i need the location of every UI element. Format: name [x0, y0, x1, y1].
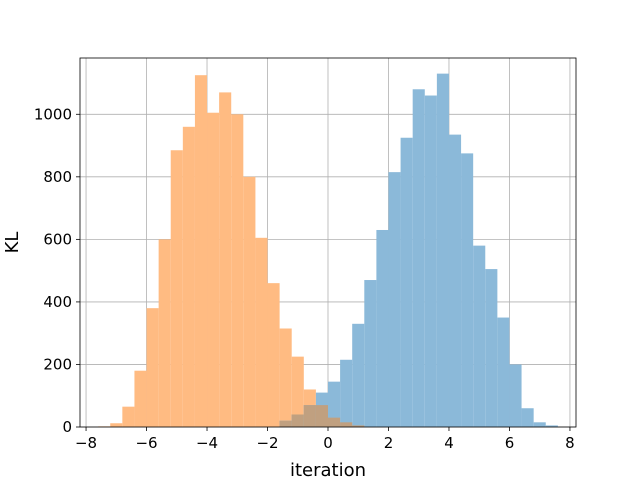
histogram-bar-series-1 [158, 239, 171, 427]
histogram-bar-series-1 [291, 356, 304, 427]
histogram-bar-series-1 [194, 75, 208, 427]
histogram-bar-series-2 [340, 359, 353, 427]
histogram-bar-series-1 [122, 406, 135, 427]
y-tick-label: 200 [43, 355, 72, 373]
histogram-overlap-bar [303, 405, 316, 427]
histogram-bar-series-2 [509, 364, 522, 427]
x-tick-label: 4 [444, 434, 454, 452]
histogram-overlap-bar [328, 417, 341, 427]
y-tick-label: 800 [43, 168, 72, 186]
histogram-bar-series-2 [328, 381, 341, 427]
y-tick-label: 600 [43, 230, 72, 248]
histogram-bar-series-1 [207, 112, 220, 427]
histogram-bar-series-2 [545, 425, 558, 427]
x-tick-label: 6 [505, 434, 515, 452]
x-tick-label: 0 [323, 434, 333, 452]
histogram-overlap-bar [352, 425, 365, 427]
histogram-bar-series-2 [521, 408, 534, 427]
x-tick-label: 2 [384, 434, 394, 452]
x-tick-label: −4 [196, 434, 218, 452]
y-tick-label: 0 [62, 418, 72, 436]
histogram-bar-series-2 [473, 245, 486, 427]
histogram-bar-series-2 [388, 172, 401, 427]
x-axis-label: iteration [290, 460, 366, 480]
histogram-bar-series-2 [424, 95, 437, 427]
x-tick-label: −8 [75, 434, 97, 452]
histogram-bar-series-1 [146, 308, 159, 427]
histogram-overlap-bar [340, 422, 353, 427]
axis-ticks: −8 −6 −4 −2 0 2 4 6 8 0 200 400 600 800 1000 [34, 105, 575, 452]
histogram-bar-series-1 [182, 126, 195, 428]
histogram-bar-series-2 [352, 323, 365, 427]
histogram-bar-series-1 [279, 328, 292, 427]
histogram-bar-series-2 [412, 89, 425, 428]
histogram-overlap-bar [291, 414, 304, 427]
histogram-bar-series-2 [436, 73, 449, 427]
y-axis-label: KL [2, 232, 23, 254]
y-tick-label: 1000 [34, 105, 72, 123]
histogram-overlap-bar [279, 420, 292, 427]
histogram-bar-series-2 [400, 137, 413, 428]
x-tick-label: 8 [565, 434, 575, 452]
histogram-bar-series-1 [134, 370, 147, 427]
histogram-bar-series-2 [533, 422, 546, 427]
histogram-bar-series-1 [110, 423, 123, 427]
histogram-bar-series-1 [170, 150, 183, 427]
x-tick-label: −2 [256, 434, 278, 452]
histogram-bar-series-2 [364, 280, 377, 427]
histogram-bar-series-2 [461, 153, 474, 427]
histogram-bar-series-1 [267, 283, 280, 427]
histogram-bar-series-1 [243, 176, 256, 427]
histogram-overlap-bar [315, 405, 328, 427]
histogram-bar-series-1 [255, 237, 268, 427]
histogram-bar-series-2 [376, 229, 389, 427]
histogram-bar-series-2 [448, 134, 462, 427]
histogram-bar-series-2 [485, 269, 498, 427]
histogram-bars [98, 73, 558, 428]
histogram-bar-series-2 [497, 317, 510, 427]
histogram-bar-series-1 [219, 92, 232, 427]
y-tick-label: 400 [43, 293, 72, 311]
histogram-bar-series-1 [231, 114, 244, 427]
x-tick-label: −6 [135, 434, 157, 452]
